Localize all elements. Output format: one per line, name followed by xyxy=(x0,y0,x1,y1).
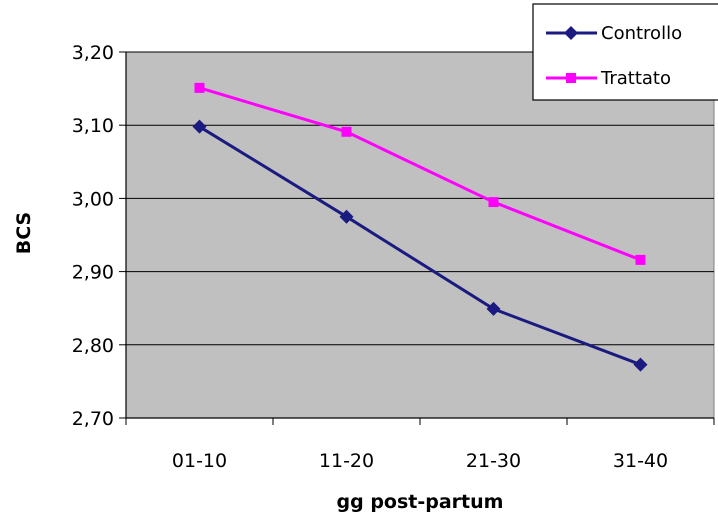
data-point-marker xyxy=(192,119,207,134)
y-tick-label: 3,00 xyxy=(72,188,114,210)
y-tick-label: 2,70 xyxy=(72,408,114,430)
y-tick-label: 2,90 xyxy=(72,262,114,284)
series-group xyxy=(192,82,648,372)
y-axis-ticks: 2,70 2,80 2,90 3,00 3,10 3,20 xyxy=(72,42,126,430)
legend-label-trattato: Trattato xyxy=(600,68,671,89)
x-tick-label: 31-40 xyxy=(613,450,668,472)
y-tick-label: 3,10 xyxy=(72,115,114,137)
data-point-marker xyxy=(635,254,646,265)
y-tick-label: 3,20 xyxy=(72,42,114,64)
data-point-marker xyxy=(486,301,501,316)
series-line xyxy=(199,86,642,262)
legend-box xyxy=(532,3,718,101)
data-point-marker xyxy=(341,126,352,137)
y-axis-title: BCS xyxy=(13,212,35,254)
gridlines xyxy=(126,51,714,346)
data-point-marker xyxy=(488,197,499,208)
legend: Controllo Trattato xyxy=(532,3,718,101)
x-tick-label: 01-10 xyxy=(172,450,227,472)
x-tick-label: 11-20 xyxy=(319,450,374,472)
plot-area xyxy=(125,51,715,419)
series-line xyxy=(198,125,642,366)
data-point-marker xyxy=(339,209,354,224)
data-point-marker xyxy=(194,82,205,93)
legend-marker-controllo xyxy=(564,26,578,40)
x-axis-ticks: 01-10 11-20 21-30 31-40 xyxy=(125,418,715,472)
legend-label-controllo: Controllo xyxy=(601,23,682,44)
series-controllo xyxy=(192,119,648,372)
data-point-marker xyxy=(633,357,648,372)
x-tick-label: 21-30 xyxy=(466,450,521,472)
series-trattato xyxy=(194,82,646,265)
x-axis-title: gg post-partum xyxy=(337,491,504,513)
y-tick-label: 2,80 xyxy=(72,335,114,357)
legend-marker-trattato xyxy=(566,73,576,83)
